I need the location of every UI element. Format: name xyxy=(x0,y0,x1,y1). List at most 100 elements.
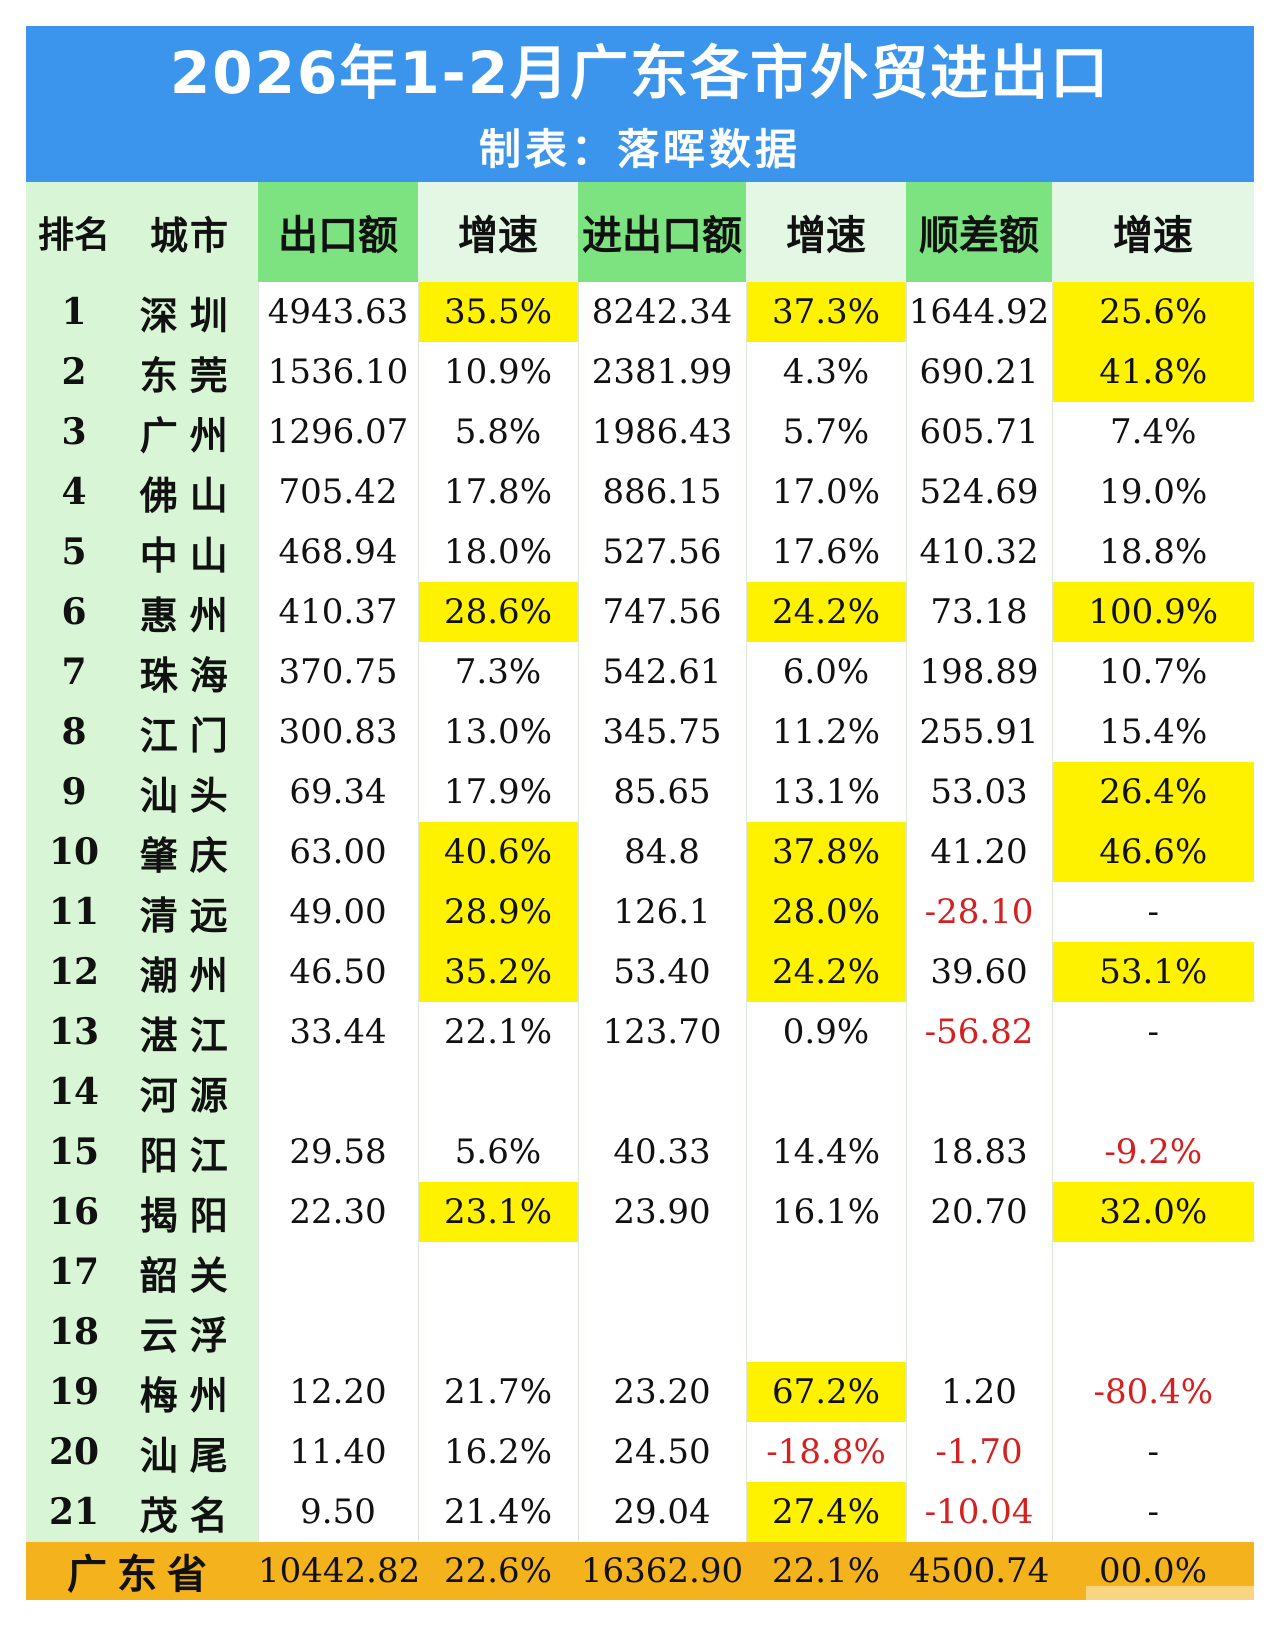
cell-city: 韶关 xyxy=(122,1242,258,1302)
table-row: 14 河源 xyxy=(26,1062,1254,1122)
cell-total-growth: 37.8% xyxy=(745,822,906,882)
cell-total-growth: 13.1% xyxy=(745,762,906,822)
cell-surplus-growth: 25.6% xyxy=(1051,282,1254,342)
cell-surplus-growth: - xyxy=(1051,1002,1254,1062)
cell-export-growth: 21.4% xyxy=(417,1482,578,1542)
cell-surplus-growth: 26.4% xyxy=(1051,762,1254,822)
cell-total: 345.75 xyxy=(577,702,746,762)
cell-export-growth xyxy=(417,1302,578,1362)
table-row: 13 湛江 33.44 22.1% 123.70 0.9% -56.82- xyxy=(26,1002,1254,1062)
cell-total xyxy=(577,1242,746,1302)
cell-total-growth: 0.9% xyxy=(745,1002,906,1062)
cell-surplus: -10.04 xyxy=(905,1482,1052,1542)
total-row: 广东省 10442.82 22.6% 16362.90 22.1% 4500.7… xyxy=(26,1542,1254,1600)
cell-surplus-growth: 46.6% xyxy=(1051,822,1254,882)
cell-export: 22.30 xyxy=(257,1182,418,1242)
col-header-surplus-growth: 增速 xyxy=(1052,182,1254,282)
cell-surplus xyxy=(905,1302,1052,1362)
cell-city: 中山 xyxy=(122,522,258,582)
cell-total: 527.56 xyxy=(577,522,746,582)
total-export: 10442.82 xyxy=(258,1542,420,1600)
cell-surplus-growth: 18.8% xyxy=(1051,522,1254,582)
table-row: 12 潮州 46.50 35.2% 53.40 24.2% 39.60 53.1% xyxy=(26,942,1254,1002)
cell-surplus-growth xyxy=(1051,1242,1254,1302)
cell-export-growth: 22.1% xyxy=(417,1002,578,1062)
cell-rank: 14 xyxy=(26,1062,122,1122)
watermark-overlay xyxy=(1086,1586,1276,1626)
cell-surplus xyxy=(905,1242,1052,1302)
cell-total: 886.15 xyxy=(577,462,746,522)
total-surplus: 4500.74 xyxy=(906,1542,1052,1600)
cell-total: 2381.99 xyxy=(577,342,746,402)
cell-rank: 12 xyxy=(26,942,122,1002)
cell-export-growth: 17.8% xyxy=(417,462,578,522)
cell-export-growth: 16.2% xyxy=(417,1422,578,1482)
cell-total-growth: 14.4% xyxy=(745,1122,906,1182)
cell-surplus-growth: -9.2% xyxy=(1051,1122,1254,1182)
cell-surplus-growth: 53.1% xyxy=(1051,942,1254,1002)
cell-total: 53.40 xyxy=(577,942,746,1002)
col-header-total-growth: 增速 xyxy=(746,182,906,282)
cell-total-growth: 24.2% xyxy=(745,942,906,1002)
cell-export: 468.94 xyxy=(257,522,418,582)
table-row: 8 江门 300.83 13.0% 345.75 11.2% 255.91 15.4% xyxy=(26,702,1254,762)
cell-rank: 4 xyxy=(26,462,122,522)
cell-rank: 1 xyxy=(26,282,122,342)
cell-export xyxy=(257,1062,418,1122)
cell-city: 潮州 xyxy=(122,942,258,1002)
cell-rank: 2 xyxy=(26,342,122,402)
cell-export: 705.42 xyxy=(257,462,418,522)
cell-surplus-growth: 15.4% xyxy=(1051,702,1254,762)
table-row: 17 韶关 xyxy=(26,1242,1254,1302)
cell-export: 300.83 xyxy=(257,702,418,762)
cell-rank: 19 xyxy=(26,1362,122,1422)
cell-export: 63.00 xyxy=(257,822,418,882)
cell-surplus: 39.60 xyxy=(905,942,1052,1002)
cell-export: 1296.07 xyxy=(257,402,418,462)
cell-rank: 15 xyxy=(26,1122,122,1182)
cell-rank: 6 xyxy=(26,582,122,642)
cell-total-growth xyxy=(745,1302,906,1362)
table-row: 9 汕头 69.34 17.9% 85.65 13.1% 53.03 26.4% xyxy=(26,762,1254,822)
col-header-export-growth: 增速 xyxy=(418,182,578,282)
cell-surplus: 41.20 xyxy=(905,822,1052,882)
cell-surplus-growth xyxy=(1051,1062,1254,1122)
cell-export-growth xyxy=(417,1062,578,1122)
cell-city: 揭阳 xyxy=(122,1182,258,1242)
cell-total: 24.50 xyxy=(577,1422,746,1482)
total-total: 16362.90 xyxy=(578,1542,746,1600)
cell-surplus-growth: 100.9% xyxy=(1051,582,1254,642)
cell-city: 佛山 xyxy=(122,462,258,522)
cell-total: 84.8 xyxy=(577,822,746,882)
cell-export-growth: 7.3% xyxy=(417,642,578,702)
cell-city: 湛江 xyxy=(122,1002,258,1062)
cell-export-growth: 13.0% xyxy=(417,702,578,762)
cell-surplus: -1.70 xyxy=(905,1422,1052,1482)
table-row: 6 惠州 410.37 28.6% 747.56 24.2% 73.18 100.9% xyxy=(26,582,1254,642)
cell-surplus-growth: - xyxy=(1051,882,1254,942)
cell-export: 11.40 xyxy=(257,1422,418,1482)
cell-city: 云浮 xyxy=(122,1302,258,1362)
cell-surplus: 605.71 xyxy=(905,402,1052,462)
cell-export-growth: 28.9% xyxy=(417,882,578,942)
col-header-city: 城市 xyxy=(122,182,258,282)
cell-rank: 13 xyxy=(26,1002,122,1062)
cell-total-growth: 17.0% xyxy=(745,462,906,522)
cell-export: 9.50 xyxy=(257,1482,418,1542)
cell-total-growth: 5.7% xyxy=(745,402,906,462)
col-header-surplus: 顺差额 xyxy=(906,182,1052,282)
cell-total-growth xyxy=(745,1062,906,1122)
total-export-growth: 22.6% xyxy=(418,1542,578,1600)
cell-export-growth: 35.2% xyxy=(417,942,578,1002)
table-row: 1 深圳 4943.63 35.5% 8242.34 37.3% 1644.92 25.6% xyxy=(26,282,1254,342)
cell-city: 汕头 xyxy=(122,762,258,822)
table-row: 15 阳江 29.58 5.6% 40.33 14.4% 18.83 -9.2% xyxy=(26,1122,1254,1182)
cell-export: 69.34 xyxy=(257,762,418,822)
cell-total-growth: 17.6% xyxy=(745,522,906,582)
cell-surplus-growth: - xyxy=(1051,1482,1254,1542)
cell-surplus-growth: -80.4% xyxy=(1051,1362,1254,1422)
cell-rank: 11 xyxy=(26,882,122,942)
cell-city: 清远 xyxy=(122,882,258,942)
cell-surplus-growth: 32.0% xyxy=(1051,1182,1254,1242)
cell-export-growth: 10.9% xyxy=(417,342,578,402)
